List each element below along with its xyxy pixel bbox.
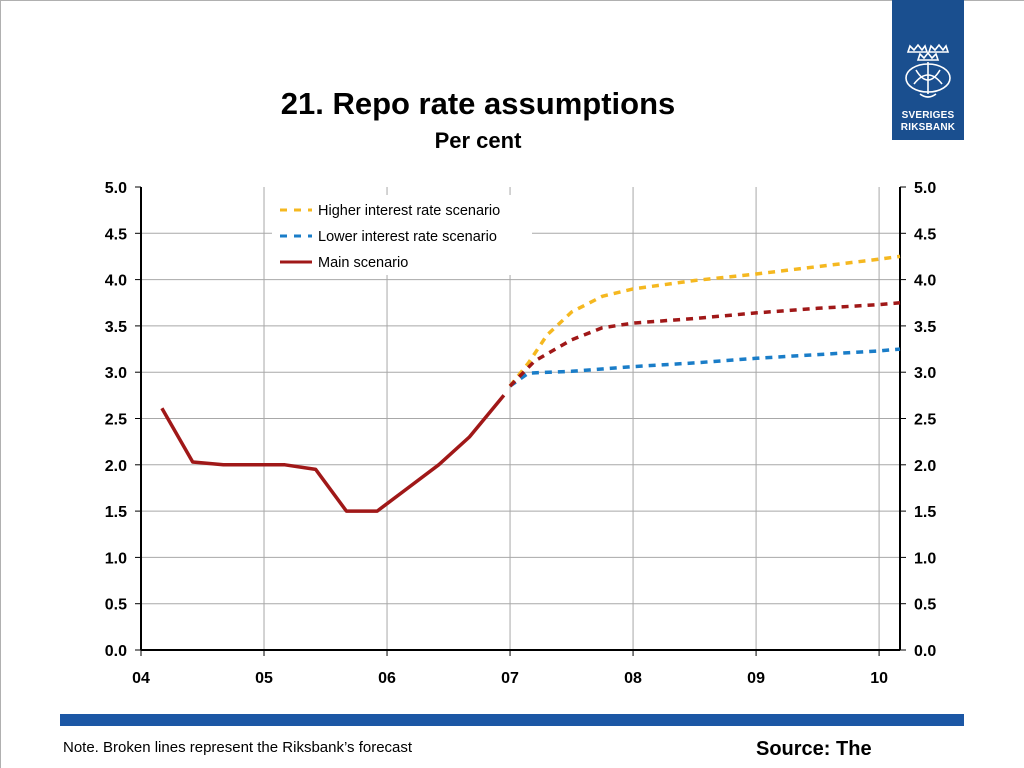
y-tick-label-left: 5.0 — [105, 180, 127, 197]
x-tick-label: 07 — [501, 670, 519, 687]
logo-text-riksbank: RIKSBANK — [900, 122, 956, 133]
y-tick-label-right: 0.5 — [914, 597, 936, 614]
footer-divider-bar — [60, 714, 964, 726]
footer-source: Source: The — [756, 738, 872, 760]
y-tick-label-right: 2.0 — [914, 458, 936, 475]
series-line-main-forecast — [508, 301, 901, 388]
y-tick-label-right: 4.0 — [914, 273, 936, 290]
x-tick-label: 09 — [747, 670, 765, 687]
y-tick-label-left: 4.0 — [105, 273, 127, 290]
y-tick-label-right: 1.0 — [914, 550, 936, 567]
y-tick-label-left: 3.5 — [105, 319, 127, 336]
y-tick-label-left: 3.0 — [105, 365, 127, 382]
y-tick-label-left: 1.0 — [105, 550, 127, 567]
series-line-higher-interest-rate-scenario — [508, 254, 901, 388]
y-tick-label-left: 2.0 — [105, 458, 127, 475]
y-tick-label-left: 4.5 — [105, 226, 127, 243]
slide-frame-top — [0, 0, 1024, 1]
x-tick-label: 04 — [132, 670, 150, 687]
legend-label: Main scenario — [318, 255, 408, 271]
y-tick-label-left: 1.5 — [105, 504, 127, 521]
footer-note: Note. Broken lines represent the Riksban… — [63, 739, 413, 756]
y-tick-label-left: 0.5 — [105, 597, 127, 614]
y-tick-label-right: 3.0 — [914, 365, 936, 382]
y-tick-label-right: 5.0 — [914, 180, 936, 197]
crown-emblem-icon — [905, 43, 951, 98]
y-tick-label-right: 2.5 — [914, 412, 936, 429]
riksbank-logo: SVERIGES RIKSBANK — [892, 0, 964, 140]
x-tick-label: 08 — [624, 670, 642, 687]
logo-text-sveriges: SVERIGES — [901, 110, 955, 121]
y-tick-label-left: 0.0 — [105, 643, 127, 660]
y-tick-label-right: 3.5 — [914, 319, 936, 336]
chart-subtitle: Per cent — [434, 128, 522, 153]
series-line-main-scenario — [160, 394, 506, 513]
slide-frame-left — [0, 0, 1, 768]
legend-label: Lower interest rate scenario — [318, 229, 497, 245]
x-tick-label: 10 — [870, 670, 888, 687]
x-tick-label: 05 — [255, 670, 273, 687]
y-tick-label-left: 2.5 — [105, 412, 127, 429]
y-tick-label-right: 4.5 — [914, 226, 936, 243]
x-tick-label: 06 — [378, 670, 396, 687]
series-line-lower-interest-rate-scenario — [508, 347, 901, 388]
legend-box — [272, 195, 532, 275]
chart-title: 21. Repo rate assumptions — [280, 86, 676, 121]
y-tick-label-right: 0.0 — [914, 643, 936, 660]
legend-label: Higher interest rate scenario — [318, 203, 500, 219]
y-tick-label-right: 1.5 — [914, 504, 936, 521]
